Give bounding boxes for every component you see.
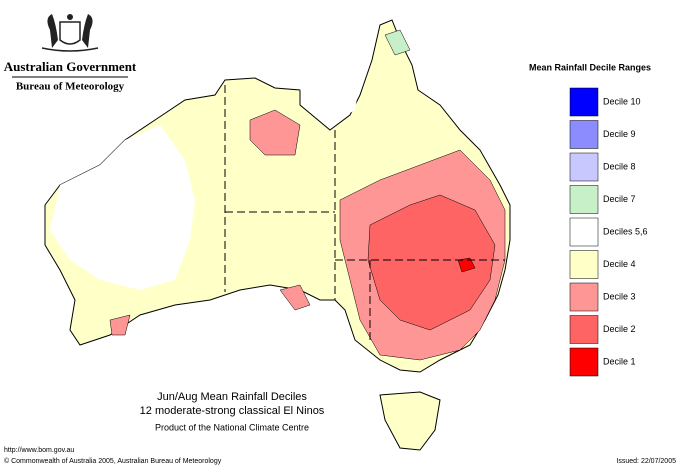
tasmania bbox=[379, 391, 441, 451]
legend-label: Decile 8 bbox=[603, 161, 636, 171]
legend-label: Decile 3 bbox=[603, 291, 636, 301]
legend-title: Mean Rainfall Decile Ranges bbox=[529, 62, 651, 72]
region-decile2 bbox=[367, 194, 496, 331]
state-borders bbox=[224, 85, 505, 340]
crest bbox=[41, 14, 99, 52]
agency: Bureau of Meteorology bbox=[16, 81, 125, 93]
legend-swatch bbox=[569, 87, 599, 117]
legend-swatch bbox=[569, 120, 599, 149]
legend-label: Decile 2 bbox=[603, 324, 636, 334]
issued: Issued: 22/07/2005 bbox=[616, 458, 676, 465]
legend-label: Deciles 5,6 bbox=[603, 226, 648, 236]
legend: Decile 10 Decile 9 Decile 8 Decile 7 Deciles… bbox=[569, 87, 648, 377]
legend-label: Decile 1 bbox=[603, 356, 636, 366]
legend-swatch bbox=[569, 185, 599, 214]
legend-swatch bbox=[569, 347, 599, 377]
region-decile1 bbox=[457, 257, 476, 273]
government: Australian Government bbox=[4, 59, 137, 74]
region-decile3 bbox=[279, 284, 311, 311]
product: Product of the National Climate Centre bbox=[155, 422, 309, 432]
url: http://www.bom.gov.au bbox=[4, 447, 74, 454]
region-white bbox=[50, 125, 195, 290]
legend-label: Decile 9 bbox=[603, 129, 636, 139]
legend-label: Decile 4 bbox=[603, 259, 636, 269]
legend-swatch bbox=[569, 217, 599, 247]
legend-label: Decile 7 bbox=[603, 194, 636, 204]
legend-swatch bbox=[569, 282, 599, 312]
region-decile3 bbox=[109, 314, 131, 336]
map bbox=[44, 19, 511, 451]
region-decile7 bbox=[384, 29, 411, 56]
legend-swatch bbox=[569, 250, 599, 279]
legend-swatch bbox=[569, 152, 599, 182]
region-decile3 bbox=[249, 109, 301, 156]
legend-label: Decile 10 bbox=[603, 96, 641, 106]
copyright: © Commonwealth of Australia 2005, Austra… bbox=[4, 457, 222, 465]
legend-swatch bbox=[569, 315, 599, 344]
map-title: Jun/Aug Mean Rainfall Deciles bbox=[157, 391, 307, 403]
region-white bbox=[300, 70, 360, 125]
map-title: 12 moderate-strong classical El Ninos bbox=[140, 405, 325, 417]
